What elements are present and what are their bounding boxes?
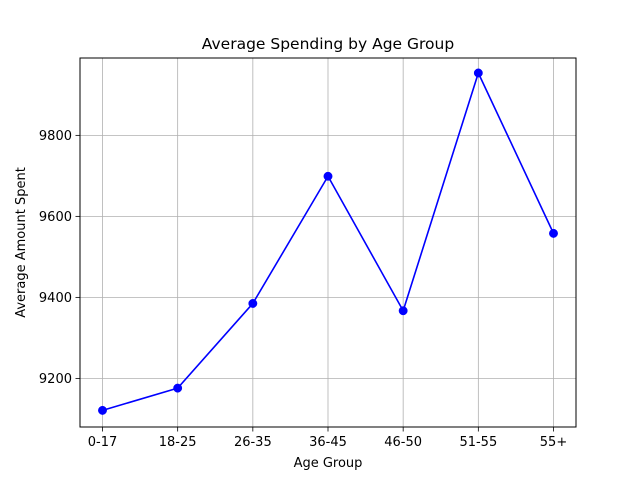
y-tick-label: 9400 [39, 291, 72, 306]
data-point-marker [248, 299, 258, 308]
data-point-marker [549, 228, 558, 238]
axis-ticks: 0-17 18-25 26-35 36-45 46-50 51-55 55+ 9200 9400… [39, 129, 567, 450]
data-point-marker [398, 306, 408, 316]
x-tick-label: 51-55 [459, 435, 497, 450]
y-tick-label: 9600 [39, 210, 72, 225]
data-point-marker [323, 171, 333, 181]
data-point-marker [173, 383, 183, 393]
x-tick-label: 36-45 [309, 435, 347, 450]
series-layer [98, 68, 558, 415]
y-tick-label: 9800 [39, 129, 72, 144]
data-point-marker [473, 68, 483, 78]
x-tick-label: 46-50 [384, 435, 422, 450]
data-point-marker [98, 405, 107, 415]
y-axis-label: Average Amount Spent [14, 167, 29, 318]
y-tick-label: 9200 [39, 372, 72, 387]
x-tick-label: 55+ [540, 435, 567, 450]
grid-lines [80, 58, 576, 427]
x-tick-label: 18-25 [159, 435, 197, 450]
x-tick-label: 26-35 [234, 435, 272, 450]
x-tick-label: 0-17 [88, 435, 118, 450]
chart-title: Average Spending by Age Group [202, 35, 454, 53]
x-axis-label: Age Group [294, 456, 363, 471]
